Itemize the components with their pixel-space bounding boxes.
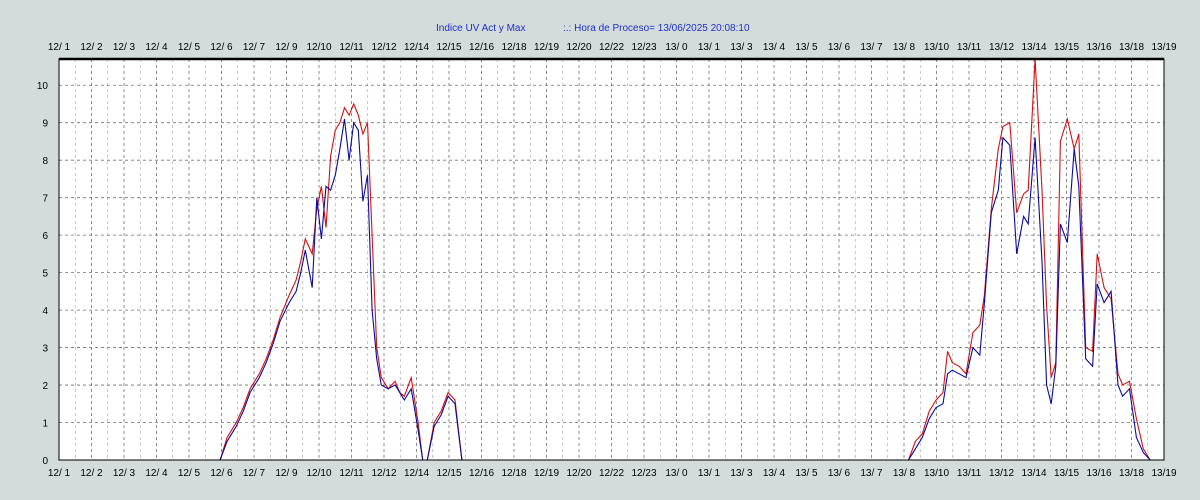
x-tick-label-top: 13/ 4 [763, 42, 786, 53]
x-tick-label-top: 12/11 [339, 42, 364, 53]
x-tick-label-bottom: 12/22 [599, 468, 624, 479]
x-tick-label-top: 13/11 [957, 42, 982, 53]
x-tick-label-top: 13/15 [1054, 42, 1079, 53]
x-tick-label-bottom: 13/16 [1086, 468, 1111, 479]
x-tick-label-bottom: 12/ 7 [243, 468, 266, 479]
series-line-actual_d2 [908, 136, 1155, 461]
x-tick-label-bottom: 12/20 [566, 468, 591, 479]
x-tick-label-top: 13/12 [989, 42, 1014, 53]
x-tick-label-bottom: 12/19 [534, 468, 559, 479]
x-tick-label-bottom: 13/15 [1054, 468, 1079, 479]
x-tick-label-top: 13/ 5 [795, 42, 818, 53]
x-tick-label-top: 13/ 1 [698, 42, 721, 53]
x-tick-label-bottom: 12/14 [404, 468, 429, 479]
x-tick-label-bottom: 12/ 2 [80, 468, 103, 479]
x-tick-label-bottom: 13/ 8 [893, 468, 916, 479]
x-tick-label-bottom: 12/18 [501, 468, 526, 479]
x-tick-label-bottom: 12/23 [631, 468, 656, 479]
y-tick-label: 8 [42, 156, 48, 167]
x-tick-label-top: 12/14 [404, 42, 429, 53]
x-tick-label-top: 12/20 [566, 42, 591, 53]
x-tick-label-bottom: 12/11 [339, 468, 364, 479]
x-tick-label-bottom: 12/ 9 [275, 468, 298, 479]
x-tick-label-top: 12/22 [599, 42, 624, 53]
x-tick-label-bottom: 13/11 [957, 468, 982, 479]
y-tick-label: 6 [42, 231, 48, 242]
x-tick-label-top: 12/12 [371, 42, 396, 53]
x-tick-label-top: 13/10 [924, 42, 949, 53]
x-tick-label-bottom: 13/ 1 [698, 468, 721, 479]
y-tick-label: 4 [42, 306, 48, 317]
x-tick-label-bottom: 13/12 [989, 468, 1014, 479]
x-tick-label-bottom: 13/ 3 [730, 468, 753, 479]
x-tick-label-top: 12/ 3 [113, 42, 136, 53]
y-tick-label: 2 [42, 381, 48, 392]
x-tick-label-top: 12/ 7 [243, 42, 266, 53]
x-tick-label-top: 13/19 [1151, 42, 1176, 53]
x-tick-label-top: 13/18 [1119, 42, 1144, 53]
x-tick-label-top: 12/ 9 [275, 42, 298, 53]
x-tick-label-top: 12/ 4 [145, 42, 168, 53]
x-tick-label-top: 13/ 0 [665, 42, 688, 53]
x-tick-label-bottom: 13/18 [1119, 468, 1144, 479]
x-tick-label-top: 13/16 [1086, 42, 1111, 53]
series-line-max [219, 102, 463, 461]
x-tick-label-top: 12/ 5 [178, 42, 201, 53]
x-tick-label-top: 13/ 6 [828, 42, 851, 53]
x-tick-label-bottom: 13/ 0 [665, 468, 688, 479]
x-tick-label-top: 13/14 [1021, 42, 1046, 53]
x-tick-label-bottom: 12/ 3 [113, 468, 136, 479]
x-tick-label-top: 12/ 1 [48, 42, 71, 53]
x-tick-label-bottom: 12/ 5 [178, 468, 201, 479]
x-tick-label-bottom: 12/ 4 [145, 468, 168, 479]
x-tick-label-bottom: 13/ 6 [828, 468, 851, 479]
y-tick-label: 10 [37, 81, 49, 92]
grid-lines [58, 59, 1165, 460]
x-tick-label-bottom: 12/ 1 [48, 468, 71, 479]
x-tick-label-top: 12/ 6 [210, 42, 233, 53]
y-tick-label: 0 [42, 456, 48, 467]
y-tick-label: 9 [42, 119, 48, 130]
x-axis-tick-labels: 12/ 1 12/ 1 12/ 2 12/ 2 12/ 3 12/ 3 12/ 4 12/ 4… [48, 42, 1177, 479]
x-tick-label-top: 12/15 [436, 42, 461, 53]
x-tick-label-top: 12/23 [631, 42, 656, 53]
chart-subtitle: :.: Hora de Proceso= 13/06/2025 20:08:10 [563, 23, 750, 34]
chart-title: Indice UV Act y Max [436, 23, 525, 34]
x-tick-label-bottom: 12/10 [306, 468, 331, 479]
x-tick-label-bottom: 12/16 [469, 468, 494, 479]
x-tick-label-top: 13/ 3 [730, 42, 753, 53]
x-tick-label-top: 12/ 2 [80, 42, 103, 53]
y-tick-label: 5 [42, 269, 48, 280]
x-tick-label-bottom: 13/ 7 [860, 468, 883, 479]
series-line-actual [219, 118, 463, 461]
y-axis-tick-labels: 0 1 2 3 4 5 6 7 8 9 10 [37, 81, 49, 467]
x-tick-label-bottom: 13/ 5 [795, 468, 818, 479]
y-tick-label: 3 [42, 344, 48, 355]
x-tick-label-top: 12/19 [534, 42, 559, 53]
x-tick-label-top: 13/ 8 [893, 42, 916, 53]
x-tick-label-bottom: 13/19 [1151, 468, 1176, 479]
y-tick-label: 1 [42, 419, 48, 430]
y-tick-label: 7 [42, 194, 48, 205]
x-tick-label-bottom: 12/12 [371, 468, 396, 479]
x-tick-label-bottom: 12/15 [436, 468, 461, 479]
x-tick-label-bottom: 13/ 4 [763, 468, 786, 479]
x-tick-label-top: 12/16 [469, 42, 494, 53]
x-tick-label-top: 12/10 [306, 42, 331, 53]
x-tick-label-bottom: 13/10 [924, 468, 949, 479]
x-tick-label-bottom: 12/ 6 [210, 468, 233, 479]
x-tick-label-top: 12/18 [501, 42, 526, 53]
x-tick-label-bottom: 13/14 [1021, 468, 1046, 479]
x-tick-label-top: 13/ 7 [860, 42, 883, 53]
